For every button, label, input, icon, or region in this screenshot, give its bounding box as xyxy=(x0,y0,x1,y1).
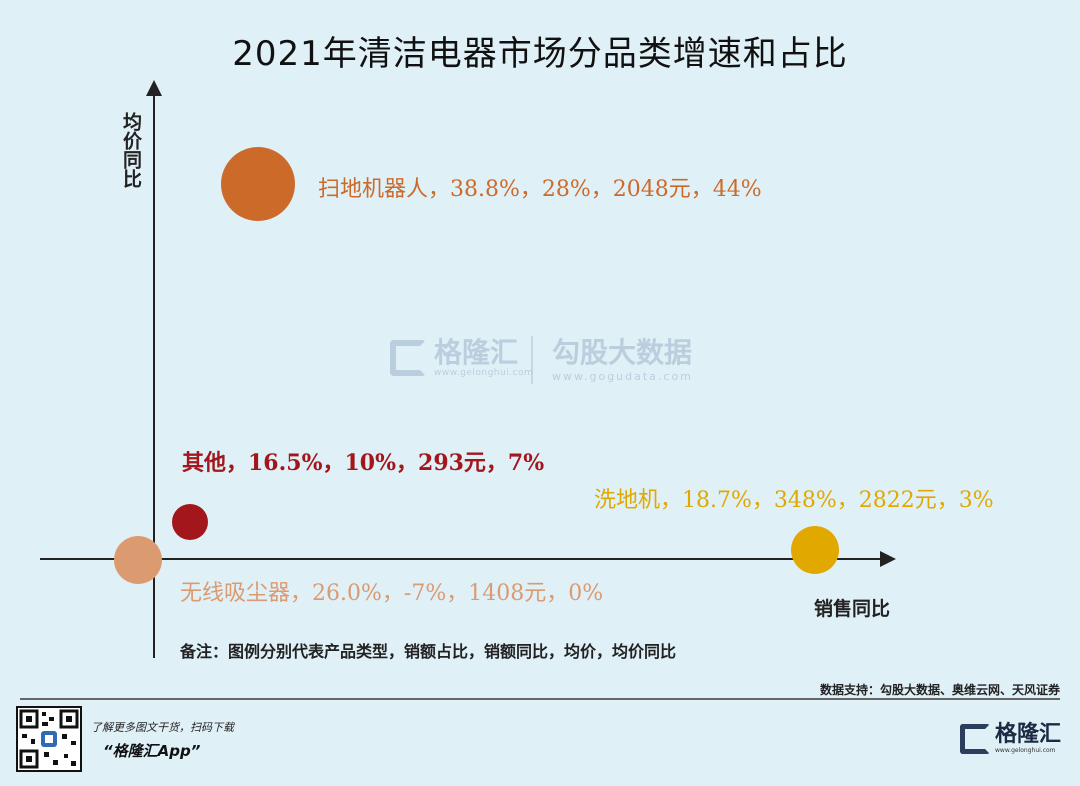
page-title: 2021年清洁电器市场分品类增速和占比 xyxy=(232,34,848,74)
gelonghui-logo-icon xyxy=(390,340,426,376)
point-robot-vacuum-bubble xyxy=(221,147,295,221)
logo-text: 格隆汇 xyxy=(995,722,1062,747)
point-others-bubble xyxy=(172,504,208,540)
data-source: 数据支持：勾股大数据、奥维云网、天风证券 xyxy=(819,683,1060,697)
watermark-brand1-url: www.gelonghui.com xyxy=(434,368,534,378)
watermark-brand2-url: www.gogudata.com xyxy=(552,370,693,383)
qr-code-icon[interactable] xyxy=(16,706,82,772)
footer-divider xyxy=(20,698,1060,700)
point-others-label: 其他，16.5%，10%，293元，7% xyxy=(182,450,544,476)
point-cordless-vacuum-bubble xyxy=(114,536,162,584)
y-axis-label: 均价同比 xyxy=(120,112,142,188)
point-floor-washer-bubble xyxy=(791,526,839,574)
x-axis-label: 销售同比 xyxy=(814,598,891,620)
promo-app-name: “格隆汇App” xyxy=(103,742,201,760)
points-layer: 扫地机器人，38.8%，28%，2048元，44% 其他，16.5%，10%，29… xyxy=(114,147,994,606)
point-floor-washer-label: 洗地机，18.7%，348%，2822元，3% xyxy=(594,488,994,513)
watermark-brand1: 格隆汇 xyxy=(434,336,519,369)
point-cordless-vacuum-label: 无线吸尘器，26.0%，-7%，1408元，0% xyxy=(180,581,603,606)
gelonghui-logo: 格隆汇 www.gelonghui.com xyxy=(960,723,1061,754)
watermark-gogudata: 勾股大数据 www.gogudata.com xyxy=(552,336,693,384)
logo-url: www.gelonghui.com xyxy=(995,747,1056,754)
point-robot-vacuum-label: 扫地机器人，38.8%，28%，2048元，44% xyxy=(318,177,762,202)
chart-note: 备注：图例分别代表产品类型，销额占比，销额同比，均价，均价同比 xyxy=(180,642,677,661)
gelonghui-g-icon xyxy=(960,723,990,754)
watermark-brand2: 勾股大数据 xyxy=(552,336,693,369)
promo-text: 了解更多图文干货，扫码下载 xyxy=(91,721,234,734)
watermark-gelonghui: 格隆汇 www.gelonghui.com xyxy=(390,338,533,378)
watermark-divider xyxy=(531,336,533,384)
